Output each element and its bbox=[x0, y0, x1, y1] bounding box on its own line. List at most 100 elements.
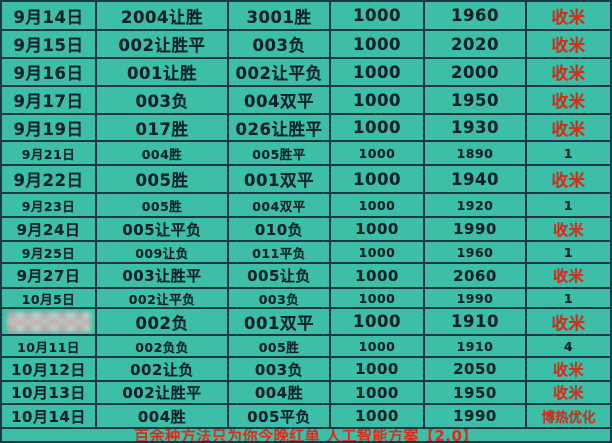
pick-1-cell: 003让胜平 bbox=[97, 264, 229, 287]
status-cell: 1 bbox=[563, 244, 574, 260]
payout-cell: 1960 bbox=[425, 2, 527, 29]
pick-2-cell: 004双平 bbox=[229, 194, 331, 216]
payout-cell: 1950 bbox=[425, 87, 527, 113]
pick-2-cell: 002让平负 bbox=[229, 59, 331, 85]
status-cell: 收米 bbox=[551, 36, 586, 55]
status-cell: 收米 bbox=[551, 92, 586, 111]
table-row: 9月16日 001让胜 002让平负 1000 2000 收米 bbox=[2, 59, 610, 87]
payout-cell: 1940 bbox=[425, 166, 527, 192]
status-cell: 收米 bbox=[552, 384, 584, 402]
status-cell: 1 bbox=[563, 145, 574, 161]
status-cell: 4 bbox=[563, 338, 574, 354]
status-cell: 收米 bbox=[552, 360, 584, 379]
stake-cell: 1000 bbox=[331, 115, 425, 140]
table-row: 002负 001双平 1000 1910 收米 bbox=[2, 309, 610, 336]
table-row: 9月24日 005让平负 010负 1000 1990 收米 bbox=[2, 218, 610, 242]
pick-1-cell: 009让负 bbox=[97, 242, 229, 262]
pick-2-cell: 004胜 bbox=[229, 382, 331, 403]
payout-cell: 1960 bbox=[425, 242, 527, 262]
pick-2-cell: 011平负 bbox=[229, 242, 331, 262]
stake-cell: 1000 bbox=[331, 336, 425, 356]
table-row: 9月15日 002让胜平 003负 1000 2020 收米 bbox=[2, 31, 610, 59]
payout-cell: 1930 bbox=[425, 115, 527, 140]
stake-cell: 1000 bbox=[331, 358, 425, 380]
status-cell: 收米 bbox=[551, 313, 586, 333]
pick-2-cell: 001双平 bbox=[229, 166, 331, 192]
pick-1-cell: 005胜 bbox=[97, 166, 229, 192]
date-cell: 9月17日 bbox=[2, 87, 97, 113]
pick-2-cell: 005胜平 bbox=[229, 142, 331, 164]
pick-2-cell: 003负 bbox=[229, 31, 331, 57]
table-row: 9月25日 009让负 011平负 1000 1960 1 bbox=[2, 242, 610, 264]
pick-2-cell: 005平负 bbox=[229, 405, 331, 427]
stake-cell: 1000 bbox=[331, 194, 425, 216]
pick-1-cell: 005让平负 bbox=[97, 218, 229, 240]
stake-cell: 1000 bbox=[331, 87, 425, 113]
pick-2-cell: 003负 bbox=[229, 358, 331, 380]
table-row: 9月21日 004胜 005胜平 1000 1890 1 bbox=[2, 142, 610, 166]
payout-cell: 1950 bbox=[425, 382, 527, 403]
stake-cell: 1000 bbox=[331, 289, 425, 307]
date-cell: 9月14日 bbox=[2, 2, 97, 29]
table-row: 9月17日 003负 004双平 1000 1950 收米 bbox=[2, 87, 610, 115]
date-cell: 10月14日 bbox=[2, 405, 97, 427]
pick-2-cell: 005胜 bbox=[229, 336, 331, 356]
stake-cell: 1000 bbox=[331, 59, 425, 85]
stake-cell: 1000 bbox=[331, 382, 425, 403]
pick-1-cell: 005胜 bbox=[97, 194, 229, 216]
payout-cell: 1920 bbox=[425, 194, 527, 216]
pick-1-cell: 002让平负 bbox=[97, 289, 229, 307]
status-cell: 1 bbox=[563, 197, 574, 213]
payout-cell: 2060 bbox=[425, 264, 527, 287]
table-row: 10月14日 004胜 005平负 1000 1990 博热优化 bbox=[2, 405, 610, 429]
table-row: 9月14日 2004让胜 3001胜 1000 1960 收米 bbox=[2, 2, 610, 31]
date-cell bbox=[2, 309, 97, 334]
payout-cell: 1990 bbox=[425, 289, 527, 307]
censored-date-blur bbox=[6, 311, 91, 332]
stake-cell: 1000 bbox=[331, 264, 425, 287]
payout-cell: 2000 bbox=[425, 59, 527, 85]
status-cell: 收米 bbox=[551, 64, 586, 83]
pick-1-cell: 2004让胜 bbox=[97, 2, 229, 29]
table-row: 10月12日 002让负 003负 1000 2050 收米 bbox=[2, 358, 610, 382]
pick-1-cell: 003负 bbox=[97, 87, 229, 113]
pick-2-cell: 3001胜 bbox=[229, 2, 331, 29]
pick-1-cell: 002让胜平 bbox=[97, 31, 229, 57]
status-cell: 1 bbox=[563, 290, 574, 306]
status-cell: 收米 bbox=[551, 119, 586, 139]
status-cell: 收米 bbox=[552, 267, 584, 285]
date-cell: 9月25日 bbox=[2, 242, 97, 262]
pick-1-cell: 002让胜平 bbox=[97, 382, 229, 403]
date-cell: 9月21日 bbox=[2, 142, 97, 164]
stake-cell: 1000 bbox=[331, 405, 425, 427]
payout-cell: 1910 bbox=[425, 309, 527, 334]
table-row: 9月27日 003让胜平 005让负 1000 2060 收米 bbox=[2, 264, 610, 289]
pick-1-cell: 002让负 bbox=[97, 358, 229, 380]
pick-2-cell: 005让负 bbox=[229, 264, 331, 287]
date-cell: 9月27日 bbox=[2, 264, 97, 287]
status-cell: 收米 bbox=[551, 171, 586, 190]
status-cell: 收米 bbox=[551, 7, 586, 27]
stake-cell: 1000 bbox=[331, 218, 425, 240]
pick-1-cell: 017胜 bbox=[97, 115, 229, 140]
stake-cell: 1000 bbox=[331, 2, 425, 29]
date-cell: 10月13日 bbox=[2, 382, 97, 403]
pick-1-cell: 004胜 bbox=[97, 405, 229, 427]
date-cell: 10月12日 bbox=[2, 358, 97, 380]
pick-2-cell: 010负 bbox=[229, 218, 331, 240]
stake-cell: 1000 bbox=[331, 309, 425, 334]
payout-cell: 1910 bbox=[425, 336, 527, 356]
payout-cell: 2020 bbox=[425, 31, 527, 57]
date-cell: 10月5日 bbox=[2, 289, 97, 307]
pick-1-cell: 001让胜 bbox=[97, 59, 229, 85]
stake-cell: 1000 bbox=[331, 166, 425, 192]
stake-cell: 1000 bbox=[331, 142, 425, 164]
payout-cell: 2050 bbox=[425, 358, 527, 380]
pick-2-cell: 001双平 bbox=[229, 309, 331, 334]
footer-banner: 百余种方法只为你今晚红单 人工智能方案【2.0】 bbox=[134, 429, 478, 441]
date-cell: 9月16日 bbox=[2, 59, 97, 85]
table-row: 10月13日 002让胜平 004胜 1000 1950 收米 bbox=[2, 382, 610, 405]
status-cell: 博热优化 bbox=[541, 410, 596, 426]
payout-cell: 1990 bbox=[425, 218, 527, 240]
date-cell: 9月23日 bbox=[2, 194, 97, 216]
